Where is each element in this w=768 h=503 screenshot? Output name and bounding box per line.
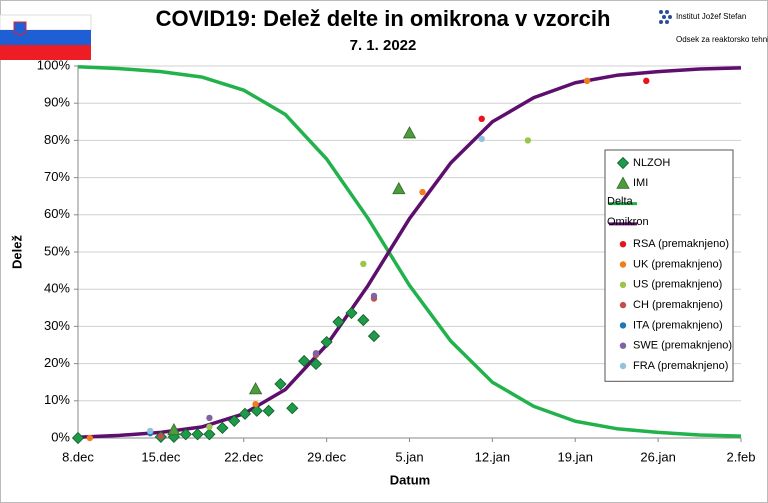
legend-label: NLZOH xyxy=(633,157,670,169)
x-tick-label: 2.feb xyxy=(727,449,756,464)
y-tick-label: 0% xyxy=(51,429,70,444)
line-series xyxy=(77,66,742,440)
diamond-point xyxy=(274,377,287,391)
circle-point xyxy=(524,137,532,144)
y-tick-label: 40% xyxy=(44,281,70,296)
circle-point xyxy=(643,77,650,85)
legend-label: Delta xyxy=(607,196,634,208)
circle-point xyxy=(206,423,213,431)
y-tick-label: 60% xyxy=(44,206,70,221)
triangle-point xyxy=(167,422,181,436)
diamond-point xyxy=(228,414,241,427)
y-axis-label: Delež xyxy=(9,235,24,269)
line-series xyxy=(77,64,742,438)
diamond-point xyxy=(309,357,323,371)
diamond-point xyxy=(286,402,299,415)
circle-point xyxy=(419,188,426,196)
circle-point xyxy=(478,115,485,123)
circle-point xyxy=(619,322,627,329)
x-tick-label: 29.dec xyxy=(307,449,347,464)
legend-label: IMI xyxy=(633,177,648,189)
y-tick-label: 50% xyxy=(44,243,70,258)
department-name: Odsek za reaktorsko tehniko xyxy=(676,35,768,44)
y-tick-label: 90% xyxy=(44,95,70,110)
circle-point xyxy=(86,434,94,442)
legend-label: SWE (premaknjeno) xyxy=(633,340,732,352)
diamond-point xyxy=(320,335,333,349)
triangle-point xyxy=(402,126,417,139)
y-tick-label: 70% xyxy=(44,169,70,184)
circle-point xyxy=(619,241,627,248)
triangle-point xyxy=(248,382,263,395)
y-tick-label: 20% xyxy=(44,355,70,370)
diamond-point xyxy=(250,404,263,417)
circle-point xyxy=(370,292,378,300)
chart-subtitle: 7. 1. 2022 xyxy=(350,37,417,54)
circle-point xyxy=(619,342,627,349)
circle-point xyxy=(252,400,259,408)
diamond-point xyxy=(616,156,630,170)
diamond-point xyxy=(71,431,85,445)
diamond-point xyxy=(367,330,381,343)
circle-point xyxy=(583,77,591,85)
diamond-point xyxy=(179,428,192,441)
x-tick-label: 8.dec xyxy=(62,449,94,464)
circle-point xyxy=(157,432,165,440)
diamond-point xyxy=(332,315,345,329)
diamond-point xyxy=(345,306,358,320)
circle-point xyxy=(478,135,485,143)
legend-label: RSA (premaknjeno) xyxy=(633,238,729,250)
legend-label: FRA (premaknjeno) xyxy=(633,360,728,372)
triangle-point xyxy=(392,181,406,195)
circle-point xyxy=(147,427,154,435)
y-tick-label: 30% xyxy=(44,318,70,333)
circle-point xyxy=(206,414,213,422)
legend-label: UK (premaknjeno) xyxy=(633,258,722,270)
chart-title: COVID19: Delež delte in omikrona v vzorc… xyxy=(156,6,611,31)
x-tick-label: 22.dec xyxy=(224,449,264,464)
circle-point xyxy=(312,349,320,357)
diamond-point xyxy=(203,428,216,441)
x-tick-label: 19.jan xyxy=(558,449,593,464)
y-tick-label: 10% xyxy=(44,392,70,407)
triangle-point xyxy=(616,176,630,189)
ijs-logo xyxy=(659,10,672,24)
x-tick-label: 12.jan xyxy=(475,449,510,464)
circle-point xyxy=(619,261,627,268)
diamond-point xyxy=(216,421,229,435)
diamond-point xyxy=(191,428,204,441)
circle-point xyxy=(619,301,627,309)
x-tick-label: 15.dec xyxy=(141,449,181,464)
circle-point xyxy=(619,362,627,370)
x-tick-label: 5.jan xyxy=(395,449,423,464)
diamond-point xyxy=(298,354,311,368)
circle-point xyxy=(360,260,367,268)
y-tick-label: 80% xyxy=(44,132,70,147)
legend-label: ITA (premaknjeno) xyxy=(633,319,723,331)
diamond-point xyxy=(238,407,251,420)
legend-label: CH (premaknjeno) xyxy=(633,299,723,311)
legend-label: US (premaknjeno) xyxy=(633,279,722,291)
y-tick-label: 100% xyxy=(37,57,71,72)
x-tick-label: 26.jan xyxy=(640,449,675,464)
institute-name: Institut Jožef Stefan xyxy=(676,12,746,21)
circle-point xyxy=(619,281,627,288)
diamond-point xyxy=(357,314,370,327)
diamond-point xyxy=(262,404,275,417)
legend-label: Omikron xyxy=(607,216,649,228)
x-axis-label: Datum xyxy=(390,472,430,487)
flag xyxy=(0,14,92,60)
